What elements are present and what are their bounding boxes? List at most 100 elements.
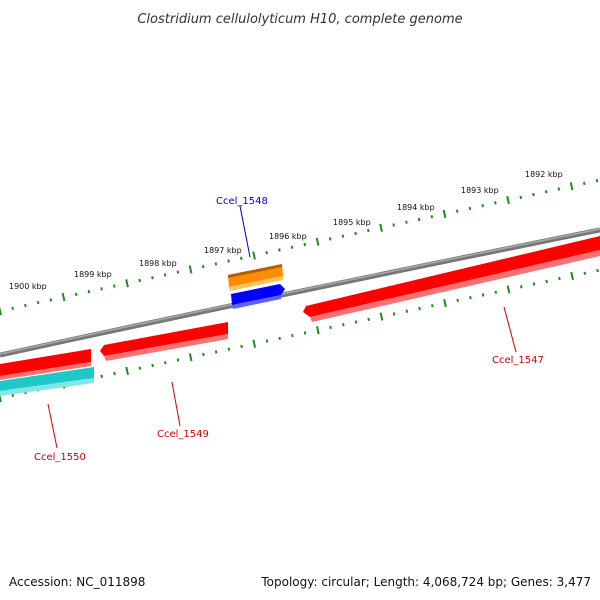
minor-tick	[469, 295, 472, 300]
minor-tick	[87, 289, 91, 294]
major-tick	[252, 339, 257, 348]
gene-ccel-1547[interactable]	[303, 236, 600, 322]
gene-ccel-1548[interactable]	[231, 284, 285, 309]
minor-tick	[74, 292, 78, 297]
minor-tick	[214, 262, 218, 266]
minor-tick	[367, 317, 370, 322]
minor-tick	[11, 393, 14, 397]
minor-tick	[455, 209, 459, 213]
minor-tick	[290, 245, 294, 249]
major-tick	[0, 306, 2, 316]
minor-tick	[583, 271, 587, 275]
gene-label-ccel-1549[interactable]: Ccel_1549	[157, 429, 209, 440]
minor-tick	[481, 203, 484, 208]
gene-ccel-1549[interactable]	[100, 322, 228, 361]
minor-tick	[113, 371, 116, 376]
minor-tick	[354, 231, 357, 236]
minor-tick	[100, 374, 103, 378]
minor-tick	[100, 287, 103, 291]
minor-tick	[227, 259, 230, 263]
kbp-label: 1894 kbp	[397, 203, 435, 212]
minor-tick	[595, 178, 599, 183]
minor-tick	[532, 192, 535, 197]
minor-tick	[329, 325, 332, 330]
minor-tick	[596, 268, 599, 273]
minor-tick	[545, 279, 548, 284]
minor-tick	[532, 282, 536, 286]
kbp-label: 1895 kbp	[333, 218, 371, 227]
minor-tick	[265, 251, 268, 255]
minor-tick	[557, 187, 561, 191]
minor-tick	[544, 190, 548, 194]
major-tick	[316, 326, 320, 335]
minor-tick	[354, 320, 358, 324]
minor-tick	[494, 201, 497, 205]
minor-tick	[405, 220, 408, 224]
gene-partial-red[interactable]	[0, 349, 91, 380]
minor-tick	[176, 358, 180, 362]
minor-tick	[278, 336, 281, 341]
gene-labels: Ccel_1548 Ccel_1547 Ccel_1549 Ccel_1550	[34, 196, 544, 463]
major-tick	[443, 298, 447, 308]
minor-tick	[519, 195, 523, 200]
minor-tick	[164, 361, 167, 365]
minor-tick	[342, 323, 345, 327]
minor-tick	[405, 309, 409, 313]
major-tick	[188, 265, 193, 274]
minor-tick	[291, 333, 294, 338]
minor-tick	[468, 206, 472, 211]
major-tick	[569, 182, 574, 191]
kbp-label: 1896 kbp	[269, 232, 307, 241]
minor-tick	[240, 256, 243, 260]
major-tick	[570, 271, 574, 281]
genome-summary-text: Topology: circular; Length: 4,068,724 bp…	[260, 575, 591, 589]
major-tick	[252, 251, 256, 260]
minor-tick	[278, 248, 281, 252]
outer-tick-ring	[0, 178, 599, 316]
minor-tick	[417, 217, 421, 222]
major-tick	[379, 312, 384, 321]
minor-tick	[163, 273, 167, 277]
minor-tick	[431, 304, 434, 308]
gene-label-ccel-1550[interactable]: Ccel_1550	[34, 452, 86, 463]
map-title: Clostridium cellulolyticum H10, complete…	[137, 12, 462, 27]
major-tick	[379, 223, 383, 232]
gene-orange[interactable]	[228, 264, 283, 291]
gene-label-ccel-1548[interactable]: Ccel_1548	[216, 196, 268, 207]
minor-tick	[418, 306, 421, 311]
minor-tick	[303, 331, 307, 335]
major-tick	[315, 237, 320, 246]
minor-tick	[24, 303, 27, 308]
minor-tick	[328, 237, 332, 241]
major-tick	[188, 353, 193, 362]
minor-tick	[201, 264, 205, 269]
kbp-label: 1893 kbp	[461, 186, 499, 195]
inner-tick-ring	[0, 268, 599, 403]
minor-tick	[202, 352, 205, 357]
minor-tick	[138, 366, 142, 370]
minor-tick	[367, 228, 370, 233]
genome-backbone	[0, 227, 600, 358]
gene-label-ccel-1547[interactable]: Ccel_1547	[492, 355, 544, 366]
kbp-label: 1899 kbp	[74, 270, 112, 279]
minor-tick	[520, 285, 523, 289]
minor-tick	[113, 284, 116, 288]
kbp-label: 1892 kbp	[525, 170, 563, 179]
major-tick	[61, 292, 66, 302]
major-tick	[442, 209, 447, 219]
kbp-label: 1898 kbp	[139, 259, 177, 268]
minor-tick	[240, 344, 243, 349]
minor-tick	[392, 312, 396, 316]
minor-tick	[138, 278, 141, 283]
minor-tick	[303, 242, 307, 247]
major-tick	[125, 279, 129, 288]
gene-ccel-1550[interactable]	[0, 367, 94, 396]
minor-tick	[558, 276, 561, 281]
minor-tick	[214, 350, 218, 354]
minor-tick	[265, 339, 269, 343]
minor-tick	[456, 298, 459, 303]
minor-tick	[36, 300, 40, 305]
minor-tick	[392, 223, 395, 227]
minor-tick	[49, 298, 53, 302]
